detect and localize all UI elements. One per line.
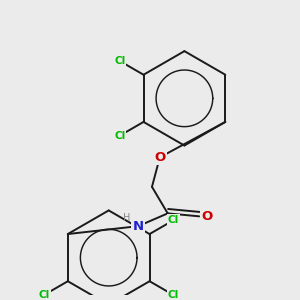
Text: Cl: Cl bbox=[114, 131, 125, 141]
Text: Cl: Cl bbox=[168, 215, 179, 225]
Text: N: N bbox=[133, 220, 144, 233]
Text: Cl: Cl bbox=[114, 56, 125, 66]
Text: O: O bbox=[154, 151, 166, 164]
Text: Cl: Cl bbox=[38, 290, 50, 300]
Text: H: H bbox=[123, 213, 130, 223]
Text: Cl: Cl bbox=[168, 290, 179, 300]
Text: O: O bbox=[201, 210, 213, 223]
